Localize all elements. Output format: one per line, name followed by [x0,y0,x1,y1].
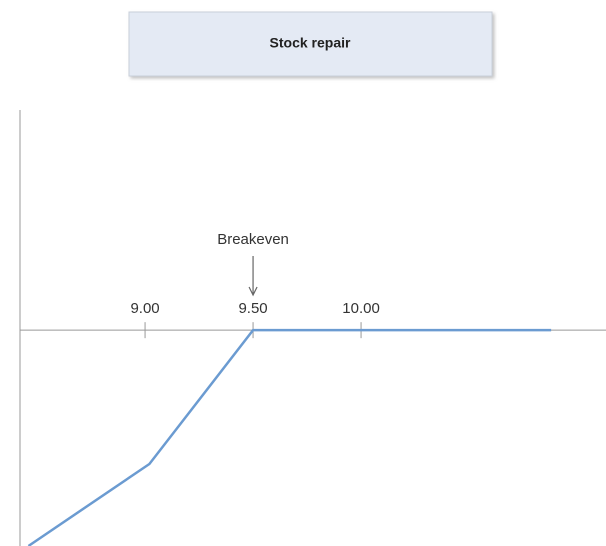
payoff-line [27,328,552,546]
x-tick-label: 9.50 [238,300,267,317]
annotation-arrow [248,256,258,297]
chart-title: Stock repair [270,35,351,51]
title-box [128,11,493,77]
x-tick-label: 10.00 [342,300,380,317]
x-tick-label: 9.00 [130,300,159,317]
annotation: Breakeven [217,231,289,248]
